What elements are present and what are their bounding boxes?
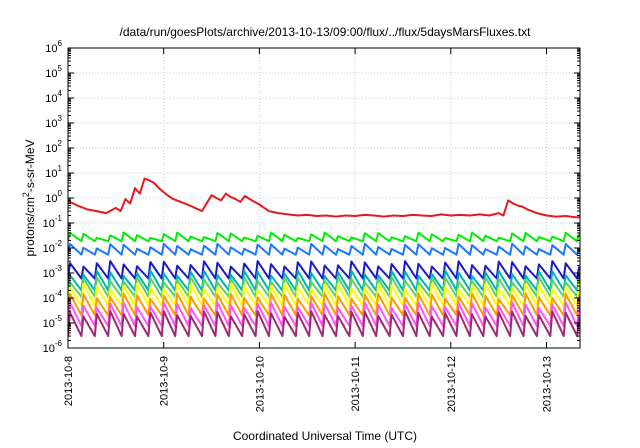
y-tick-exp: 5 [58, 64, 63, 73]
y-tick-label: 10-6 [43, 339, 63, 355]
y-tick-label: 10-5 [43, 314, 63, 330]
y-tick-base: 10 [43, 218, 55, 230]
y-tick-label: 105 [45, 64, 62, 80]
chart-title: /data/run/goesPlots/archive/2013-10-13/0… [120, 25, 532, 39]
series-line [68, 310, 580, 338]
y-tick-base: 10 [45, 93, 57, 105]
y-tick-exp: -1 [55, 214, 63, 223]
y-axis-title-sup: 2 [21, 192, 31, 197]
y-tick-label: 10-1 [43, 214, 63, 230]
y-tick-exp: -6 [55, 339, 63, 348]
y-tick-label: 106 [45, 39, 62, 55]
series-line [68, 260, 580, 280]
series-line [68, 231, 580, 243]
y-tick-label: 10-2 [43, 239, 63, 255]
x-tick-label: 2013-10-11 [350, 356, 362, 411]
y-tick-exp: -3 [55, 264, 63, 273]
x-tick-label: 2013-10-10 [254, 356, 266, 412]
series-line [68, 177, 580, 219]
y-tick-base: 10 [45, 168, 57, 180]
y-tick-exp: 1 [58, 164, 63, 173]
y-tick-base: 10 [43, 243, 55, 255]
y-tick-exp: -4 [55, 289, 63, 298]
y-tick-base: 10 [43, 343, 55, 355]
y-tick-base: 10 [43, 268, 55, 280]
x-axis-title: Coordinated Universal Time (UTC) [233, 429, 417, 443]
series-line [68, 242, 580, 256]
y-axis-title: protons/cm2-s-sr-MeV [21, 139, 37, 256]
x-tick-label: 2013-10-12 [446, 356, 458, 412]
y-tick-label: 102 [45, 139, 62, 155]
y-tick-label: 100 [45, 189, 62, 205]
series-lines [68, 177, 580, 338]
y-tick-base: 10 [45, 43, 57, 55]
x-axis-ticks: 2013-10-8 2013-10-9 2013-10-10 2013-10-11 20… [63, 48, 554, 412]
y-tick-base: 10 [45, 193, 57, 205]
y-tick-label: 104 [45, 89, 62, 105]
y-tick-label: 101 [45, 164, 62, 180]
y-tick-exp: -2 [55, 239, 63, 248]
y-tick-label: 10-4 [43, 289, 63, 305]
x-tick-label: 2013-10-8 [63, 356, 75, 406]
y-tick-exp: 6 [58, 39, 63, 48]
y-tick-exp: -5 [55, 314, 63, 323]
x-tick-label: 2013-10-9 [159, 356, 171, 406]
y-tick-base: 10 [45, 68, 57, 80]
y-axis-ticks: 10-610-510-410-310-210-11001011021031041… [43, 39, 580, 355]
y-tick-base: 10 [43, 318, 55, 330]
y-tick-base: 10 [45, 143, 57, 155]
y-axis-title-post: -s-sr-MeV [23, 139, 37, 192]
y-tick-base: 10 [45, 118, 57, 130]
y-axis-title-pre: protons/cm [23, 197, 37, 256]
x-tick-label: 2013-10-13 [542, 356, 554, 412]
y-tick-exp: 4 [58, 89, 63, 98]
y-tick-exp: 0 [58, 189, 63, 198]
y-tick-exp: 3 [58, 114, 63, 123]
y-tick-label: 103 [45, 114, 62, 130]
y-tick-label: 10-3 [43, 264, 63, 280]
y-tick-base: 10 [43, 293, 55, 305]
y-tick-exp: 2 [58, 139, 63, 148]
